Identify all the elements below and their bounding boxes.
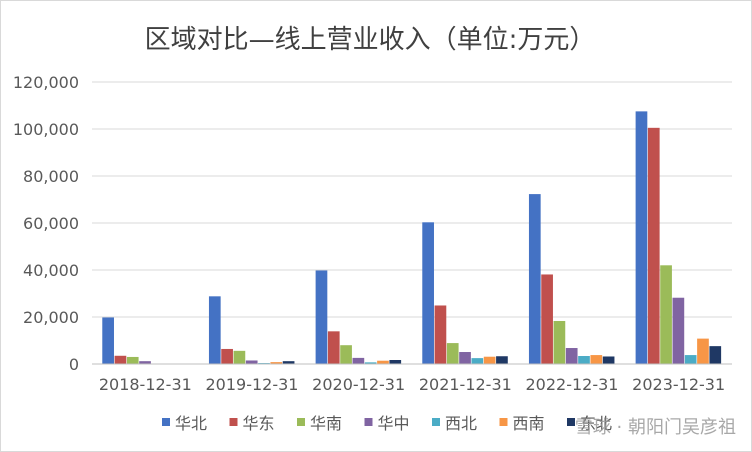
bar (446, 343, 459, 364)
bar (245, 360, 258, 364)
axis: 0 20,000 40,000 60,000 80,000 100,000 120,000 2… (13, 73, 732, 394)
bar (221, 348, 233, 364)
grid (92, 81, 732, 318)
legend-label: 华北 (175, 414, 207, 433)
bar (126, 356, 139, 364)
bar (578, 356, 590, 364)
bar (459, 352, 471, 364)
bar (635, 111, 648, 364)
bar (389, 360, 402, 364)
bar (352, 357, 365, 364)
bar (496, 356, 508, 364)
y-tick-label: 20,000 (23, 308, 79, 327)
bar (590, 355, 603, 364)
bar (208, 296, 221, 364)
bar (315, 270, 328, 364)
x-tick-label: 2020-12-31 (312, 375, 405, 394)
legend-label: 华中 (378, 414, 410, 433)
x-tick-label: 2018-12-31 (99, 375, 192, 394)
legend-label: 华南 (310, 414, 342, 433)
x-tick-label: 2019-12-31 (206, 375, 299, 394)
bar (483, 356, 496, 364)
y-tick-label: 100,000 (13, 120, 79, 139)
bars (102, 111, 722, 364)
y-tick-label: 80,000 (23, 167, 79, 186)
bar (282, 361, 295, 364)
legend-swatch (229, 418, 238, 426)
bar (139, 361, 151, 364)
bar (114, 355, 127, 364)
legend-swatch (364, 418, 373, 426)
chart-title: 区域对比—线上营业收入（单位:万元） (145, 25, 596, 55)
bar (647, 127, 660, 364)
bar (102, 317, 114, 364)
bar (541, 274, 553, 364)
watermark: 雪球 · 朝阳门吴彦祖 (575, 417, 736, 438)
bar (660, 265, 672, 364)
legend-label: 西北 (445, 414, 477, 433)
bar (233, 350, 246, 364)
bar (364, 362, 377, 364)
legend-label: 东北 (580, 414, 612, 433)
watermark-text: 雪球 · 朝阳门吴彦祖 (575, 417, 736, 438)
bar (340, 345, 352, 364)
y-tick-label: 120,000 (13, 73, 79, 92)
bar (697, 338, 709, 364)
legend-swatch (162, 418, 170, 426)
y-tick-label: 40,000 (23, 261, 79, 280)
x-tick-label: 2022-12-31 (526, 375, 619, 394)
bar (270, 362, 283, 364)
x-tick-label: 2021-12-31 (419, 375, 512, 394)
bar (553, 320, 566, 364)
legend-swatch (297, 418, 305, 426)
legend-label: 西南 (513, 414, 545, 433)
y-tick-label: 60,000 (23, 214, 79, 233)
legend-label: 华东 (243, 414, 275, 433)
legend-swatch (567, 418, 575, 426)
bar (471, 358, 484, 364)
legend: 华北 华东 华南 华中 西北 西南 东北 (162, 414, 612, 433)
bar (377, 360, 389, 364)
y-tick-label: 0 (69, 355, 79, 374)
bar (434, 305, 447, 364)
legend-swatch (499, 418, 508, 426)
bar (528, 194, 541, 364)
bar (672, 297, 685, 364)
legend-swatch (432, 418, 440, 426)
bar (565, 348, 578, 364)
x-tick-label: 2023-12-31 (632, 375, 725, 394)
bar (327, 331, 340, 364)
bar (422, 222, 434, 364)
bar (602, 356, 615, 364)
bar (684, 355, 697, 364)
bar (709, 346, 722, 364)
